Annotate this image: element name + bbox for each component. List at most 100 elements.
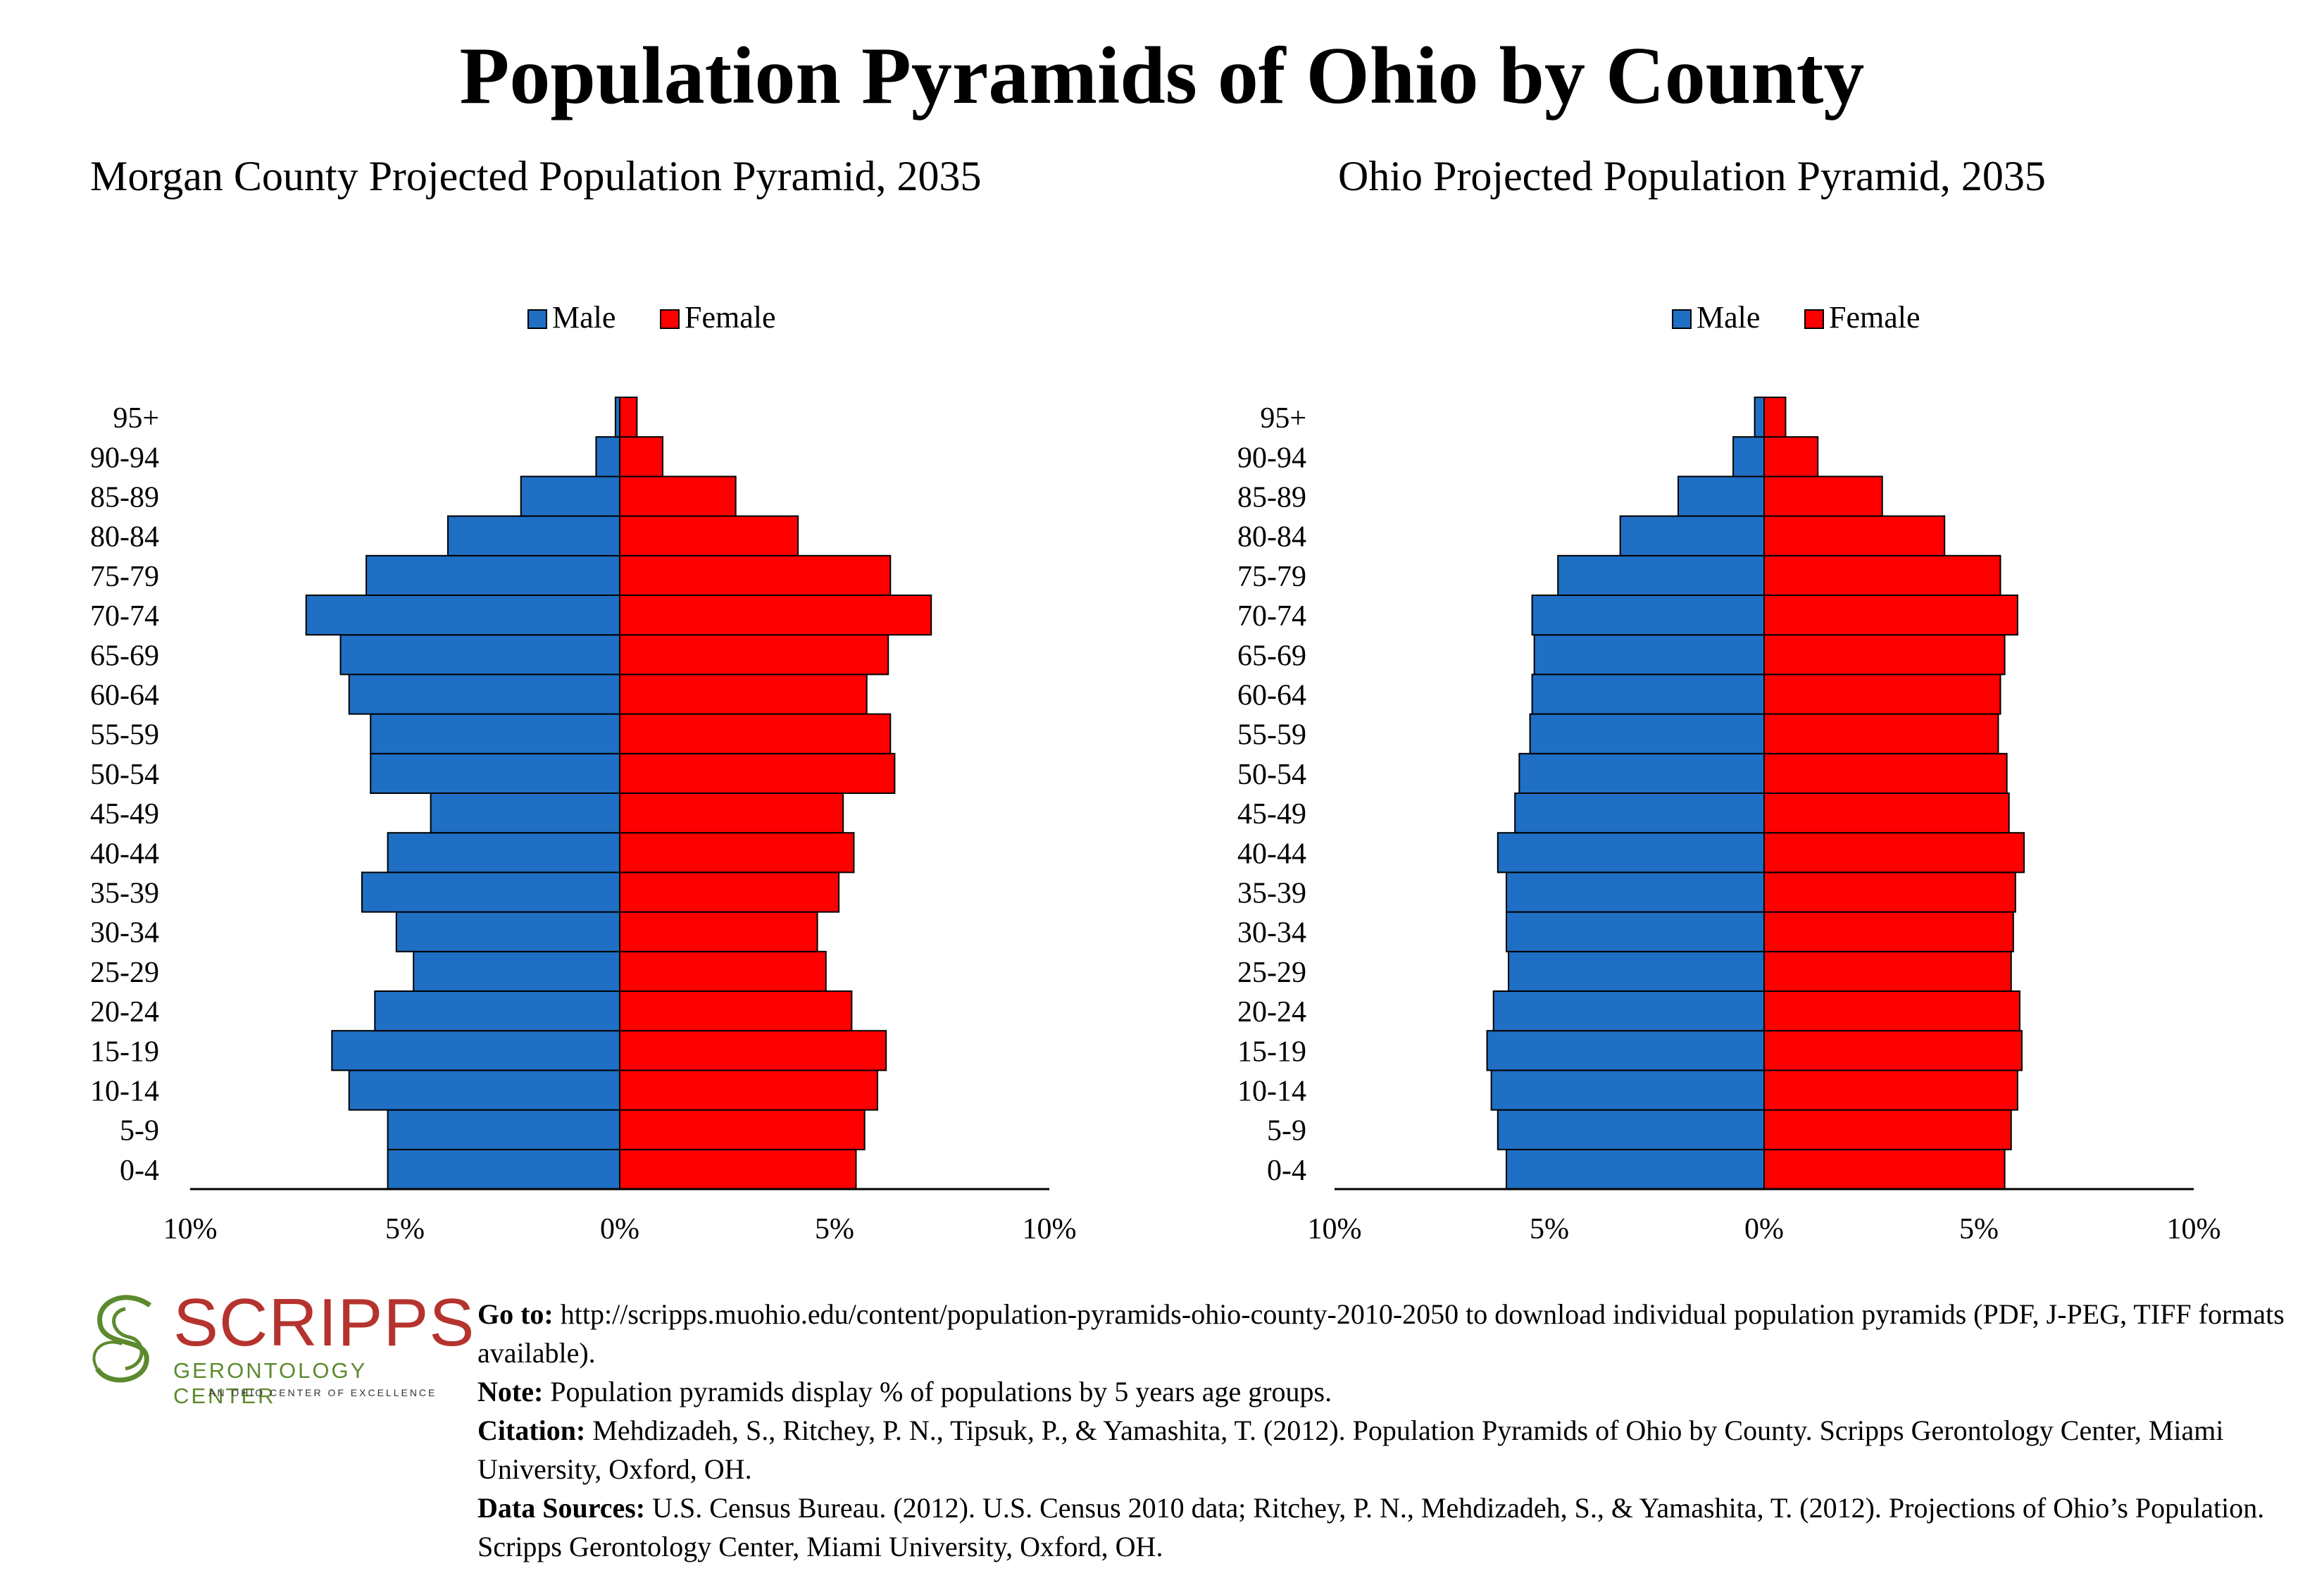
logo-subtitle: GERONTOLOGY CENTER xyxy=(173,1358,367,1408)
bar-male-70-74 xyxy=(305,595,620,636)
age-label-50-54: 50-54 xyxy=(1237,759,1306,791)
age-label-15-19: 15-19 xyxy=(90,1036,159,1068)
logo-tagline: AN OHIO CENTER OF EXCELLENCE xyxy=(208,1387,437,1398)
age-label-20-24: 20-24 xyxy=(1237,996,1306,1028)
legend-female-swatch xyxy=(660,309,680,329)
x-tick-label: 5% xyxy=(385,1213,425,1245)
age-label-65-69: 65-69 xyxy=(1237,640,1306,672)
bar-male-15-19 xyxy=(1486,1030,1766,1071)
bar-male-45-49 xyxy=(430,792,620,834)
bar-male-35-39 xyxy=(1506,871,1765,913)
legend-female-swatch xyxy=(1804,309,1824,329)
bar-male-70-74 xyxy=(1531,595,1766,636)
bar-female-25-29 xyxy=(1763,950,2012,993)
bar-female-75-79 xyxy=(619,554,892,596)
age-label-85-89: 85-89 xyxy=(90,482,159,514)
sources-line: Data Sources: U.S. Census Bureau. (2012)… xyxy=(477,1488,2309,1566)
bar-female-80-84 xyxy=(1763,515,1946,557)
bar-female-10-14 xyxy=(619,1069,878,1111)
bar-female-25-29 xyxy=(619,950,827,993)
goto-note: Go to: http://scripps.muohio.edu/content… xyxy=(477,1295,2309,1372)
bar-female-40-44 xyxy=(619,832,855,874)
age-label-90-94: 90-94 xyxy=(1237,442,1306,474)
bar-female-55-59 xyxy=(1763,713,1999,754)
bar-male-90-94 xyxy=(595,436,621,478)
x-tick-label: 10% xyxy=(1308,1213,1362,1245)
bar-female-75-79 xyxy=(1763,554,2001,596)
bar-male-40-44 xyxy=(387,832,620,874)
bar-male-10-14 xyxy=(348,1069,620,1111)
bar-male-85-89 xyxy=(1678,476,1765,517)
bar-male-20-24 xyxy=(374,990,620,1032)
note-label: Note: xyxy=(477,1376,544,1407)
age-label-30-34: 30-34 xyxy=(1237,917,1306,950)
bar-male-0-4 xyxy=(1506,1148,1765,1191)
bar-female-95+ xyxy=(619,397,638,438)
bar-male-45-49 xyxy=(1514,792,1765,834)
bar-female-60-64 xyxy=(1763,673,2001,715)
legend-female-label: Female xyxy=(1829,300,1920,335)
goto-text: http://scripps.muohio.edu/content/popula… xyxy=(477,1298,2285,1369)
bar-female-70-74 xyxy=(1763,595,2018,636)
age-label-70-74: 70-74 xyxy=(1237,600,1306,633)
age-label-45-49: 45-49 xyxy=(90,798,159,831)
logo-wordmark: SCRIPPS xyxy=(173,1285,475,1360)
age-label-0-4: 0-4 xyxy=(120,1155,159,1187)
age-label-85-89: 85-89 xyxy=(1237,482,1306,514)
legend-male-label: Male xyxy=(552,300,616,335)
age-label-50-54: 50-54 xyxy=(90,759,159,791)
age-label-80-84: 80-84 xyxy=(1237,521,1306,554)
bar-female-30-34 xyxy=(1763,911,2014,952)
x-tick-label: 5% xyxy=(815,1213,854,1245)
age-label-40-44: 40-44 xyxy=(90,838,159,870)
bar-male-60-64 xyxy=(1531,673,1766,715)
bar-female-45-49 xyxy=(1763,792,2010,834)
bar-female-20-24 xyxy=(619,990,853,1032)
bar-male-55-59 xyxy=(1529,713,1766,754)
bar-female-90-94 xyxy=(1763,436,1819,478)
bar-female-30-34 xyxy=(619,911,818,952)
footer-notes: Go to: http://scripps.muohio.edu/content… xyxy=(477,1295,2309,1566)
bar-male-25-29 xyxy=(1508,950,1766,993)
bar-female-15-19 xyxy=(1763,1030,2023,1071)
chart-title-ohio: Ohio Projected Population Pyramid, 2035 xyxy=(1338,153,2046,199)
bar-male-50-54 xyxy=(1518,752,1766,795)
bar-female-65-69 xyxy=(1763,634,2006,676)
age-label-10-14: 10-14 xyxy=(1237,1076,1306,1108)
bar-female-50-54 xyxy=(1763,752,2008,795)
citation-text: Mehdizadeh, S., Ritchey, P. N., Tipsuk, … xyxy=(477,1415,2224,1485)
age-label-60-64: 60-64 xyxy=(1237,680,1306,712)
x-tick-label: 5% xyxy=(1959,1213,1999,1245)
x-tick-label: 10% xyxy=(2167,1213,2221,1245)
bar-male-30-34 xyxy=(395,911,620,952)
legend-male-swatch xyxy=(527,309,547,329)
chart-title-morgan: Morgan County Projected Population Pyram… xyxy=(90,153,982,199)
note-line: Note: Population pyramids display % of p… xyxy=(477,1372,2309,1411)
age-label-55-59: 55-59 xyxy=(90,719,159,752)
age-label-70-74: 70-74 xyxy=(90,600,159,633)
bar-male-90-94 xyxy=(1732,436,1766,478)
bar-female-45-49 xyxy=(619,792,844,834)
age-label-5-9: 5-9 xyxy=(1267,1115,1306,1148)
citation-line: Citation: Mehdizadeh, S., Ritchey, P. N.… xyxy=(477,1411,2309,1488)
bar-female-90-94 xyxy=(619,436,663,478)
citation-label: Citation: xyxy=(477,1415,586,1446)
age-label-25-29: 25-29 xyxy=(90,957,159,989)
bar-female-55-59 xyxy=(619,713,892,754)
x-tick-label: 5% xyxy=(1530,1213,1569,1245)
age-label-65-69: 65-69 xyxy=(90,640,159,672)
age-label-35-39: 35-39 xyxy=(90,878,159,910)
bar-male-20-24 xyxy=(1492,990,1765,1032)
pyramid-chart-ohio: 0-4 5-9 10-14 15-19 20-24 25-29 30-34 35-39 40-4… xyxy=(1237,300,2221,1245)
age-label-20-24: 20-24 xyxy=(90,996,159,1028)
bar-female-40-44 xyxy=(1763,832,2025,874)
bar-male-75-79 xyxy=(1557,554,1765,596)
sources-text: U.S. Census Bureau. (2012). U.S. Census … xyxy=(477,1492,2265,1562)
x-tick-label: 0% xyxy=(600,1213,639,1245)
age-label-5-9: 5-9 xyxy=(120,1115,159,1148)
legend-female-label: Female xyxy=(685,300,776,335)
bar-female-85-89 xyxy=(1763,476,1883,517)
bar-male-95+ xyxy=(1754,397,1766,438)
bar-female-35-39 xyxy=(1763,871,2016,913)
bar-male-40-44 xyxy=(1497,832,1766,874)
